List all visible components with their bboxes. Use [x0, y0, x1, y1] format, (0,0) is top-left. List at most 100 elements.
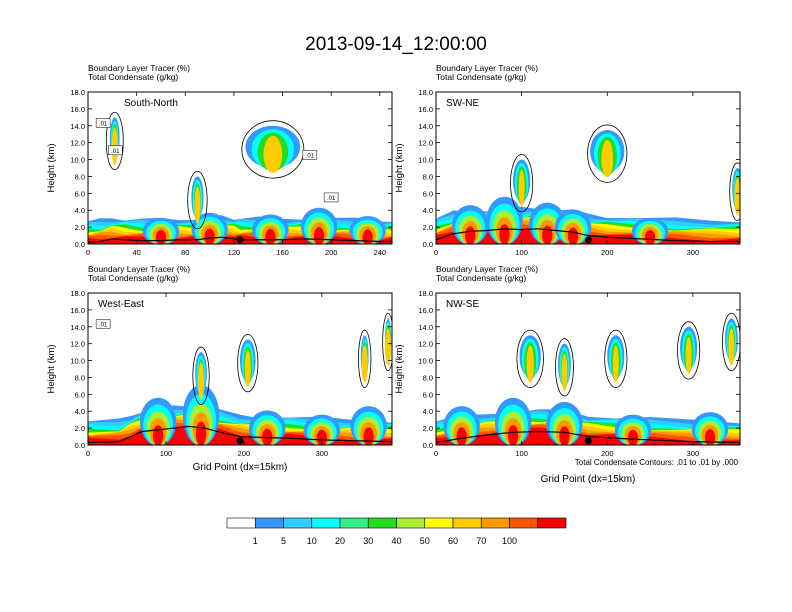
plume-cell: [456, 427, 467, 445]
colorbar-swatch: [396, 517, 426, 529]
x-tick-label: 300: [687, 449, 700, 458]
x-tick-label: 200: [325, 248, 338, 257]
colorbar-label: 70: [476, 536, 486, 546]
plume-cell: [204, 228, 215, 244]
y-tick-label: 10.0: [418, 357, 433, 366]
y-tick-label: 6.0: [75, 390, 85, 399]
contour-label-header: Total Condensate (g/kg): [88, 273, 178, 283]
colorbar-swatch: [311, 517, 341, 529]
y-tick-label: 6.0: [423, 189, 433, 198]
plume-cell: [313, 227, 325, 244]
condensate-contour: [510, 154, 534, 213]
convective-tower: [518, 169, 525, 207]
terrain-line: [88, 425, 392, 444]
colorbar-label: 1: [253, 536, 258, 546]
colorbar-swatch: [480, 517, 510, 529]
convective-tower: [601, 140, 614, 178]
convective-tower: [194, 186, 201, 224]
colorbar-label: 5: [281, 536, 286, 546]
panel-name: West-East: [98, 299, 144, 310]
chart-title: 2013-09-14_12:00:00: [305, 34, 487, 55]
y-axis-label: Height (km): [394, 143, 405, 192]
x-tick-label: 100: [515, 449, 528, 458]
contour-label-header: Total Condensate (g/kg): [436, 273, 526, 283]
convective-tower: [361, 345, 368, 383]
y-tick-label: 18.0: [70, 88, 85, 97]
x-tick-label: 0: [86, 248, 90, 257]
y-tick-label: 18.0: [418, 289, 433, 298]
convective-tower: [244, 349, 251, 387]
y-tick-label: 18.0: [418, 88, 433, 97]
convective-tower: [685, 336, 692, 375]
convective-tower: [728, 328, 735, 366]
contour-label-header: Total Condensate (g/kg): [88, 72, 178, 82]
location-marker: [584, 236, 592, 244]
plume-cell: [567, 227, 579, 244]
y-tick-label: 4.0: [423, 206, 433, 215]
panel-frame: [87, 292, 393, 446]
condensate-contour: [604, 329, 628, 388]
plume-cell: [155, 229, 167, 244]
y-tick-label: 12.0: [70, 340, 85, 349]
y-tick-label: 16.0: [70, 105, 85, 114]
plume-cell: [465, 226, 476, 244]
y-axis-label: Height (km): [394, 344, 405, 393]
y-tick-label: 10.0: [70, 357, 85, 366]
plume-cell: [507, 425, 519, 445]
y-tick-label: 18.0: [70, 289, 85, 298]
terrain-line: [436, 228, 740, 243]
y-tick-label: 0.0: [75, 441, 85, 450]
panel-name: South-North: [124, 98, 178, 109]
y-tick-label: 12.0: [418, 340, 433, 349]
condensate-contour: [722, 312, 740, 372]
colorbar-label: 60: [448, 536, 458, 546]
colorbar-swatch: [367, 517, 397, 529]
colorbar-label: 20: [335, 536, 345, 546]
plume-cell: [363, 427, 374, 445]
colorbar-label: 100: [502, 536, 517, 546]
x-tick-label: 100: [160, 449, 173, 458]
contour-label-box: [302, 150, 318, 160]
colorbar-swatch: [537, 517, 567, 529]
x-tick-label: 240: [374, 248, 387, 257]
condensate-contour: [382, 312, 392, 372]
y-tick-label: 2.0: [423, 424, 433, 433]
location-marker: [584, 437, 592, 445]
shading-label: Boundary Layer Tracer (%): [436, 264, 538, 274]
contour-label: .01: [99, 322, 108, 328]
contour-label-box: [108, 145, 123, 156]
x-tick-label: 80: [181, 248, 189, 257]
convective-tower: [263, 135, 283, 174]
terrain-line: [88, 236, 392, 243]
terrain-line: [436, 430, 740, 444]
colorbar-label: 10: [307, 536, 317, 546]
panel-frame: [435, 91, 741, 245]
y-tick-label: 14.0: [418, 323, 433, 332]
condensate-contour: [241, 120, 305, 179]
y-tick-label: 16.0: [70, 306, 85, 315]
y-tick-label: 14.0: [70, 323, 85, 332]
panel-sw-ne: SW-NE Boundary Layer Tracer (%)Total Cond…: [394, 63, 741, 257]
plume-cell: [153, 425, 164, 445]
x-tick-label: 200: [601, 449, 614, 458]
y-tick-label: 14.0: [418, 122, 433, 131]
plume-cell: [627, 429, 639, 445]
shading-label: Boundary Layer Tracer (%): [436, 63, 538, 73]
x-axis-label: Grid Point (dx=15km): [541, 474, 636, 485]
plume-cell: [542, 225, 553, 244]
contour-label: .01: [306, 153, 315, 159]
y-axis-label: Height (km): [46, 344, 57, 393]
colorbar-swatch: [283, 517, 313, 529]
colorbar-swatch: [226, 517, 256, 529]
y-tick-label: 16.0: [418, 306, 433, 315]
x-tick-label: 0: [86, 449, 90, 458]
x-tick-label: 0: [434, 449, 438, 458]
panel-plot-area: [88, 312, 392, 445]
contour-label: .01: [99, 121, 108, 127]
condensate-contour: [677, 321, 701, 380]
y-tick-label: 8.0: [423, 172, 433, 181]
panel-frame: [435, 292, 741, 446]
condensate-contour: [192, 346, 210, 405]
panel-south-north: .01 .01 .01 .01 South-North Boundary Layer Tr…: [46, 63, 393, 257]
shading-label: Boundary Layer Tracer (%): [88, 63, 190, 73]
